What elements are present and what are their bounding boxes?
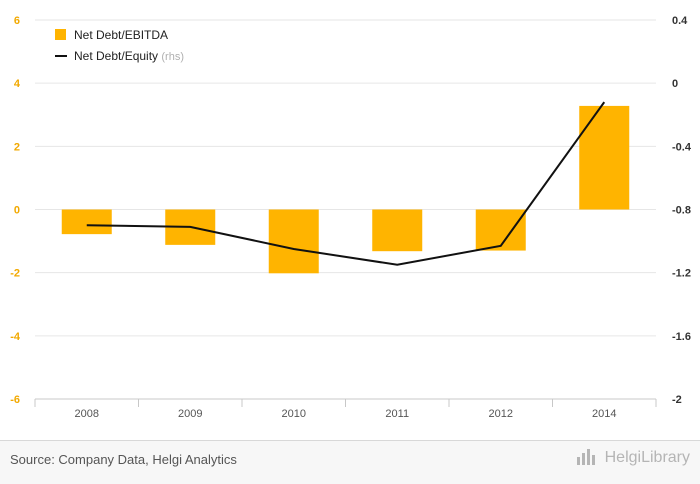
x-tick-label: 2012 [489,408,513,420]
chart: 6 4 2 0 -2 -4 -6 0.4 0 -0.4 -0.8 -1.2 -1.6 -2 2008 2009… [0,0,700,440]
bar-net-debt-ebitda[interactable] [579,106,629,210]
y-left-tick-label: 2 [14,141,20,153]
x-tick-label: 2009 [178,408,202,420]
footer: Source: Company Data, Helgi Analytics He… [0,440,700,484]
x-tick-label: 2011 [385,408,409,420]
x-tick-label: 2010 [282,408,306,420]
legend-label-net-debt-equity: Net Debt/Equity (rhs) [74,49,184,63]
helgi-library-icon [577,449,599,467]
chart-svg: 6 4 2 0 -2 -4 -6 0.4 0 -0.4 -0.8 -1.2 -1.6 -2 2008 2009… [0,0,700,440]
y-right-tick-label: -0.4 [672,141,692,153]
y-right-tick-label: -0.8 [672,205,691,217]
bar-net-debt-ebitda[interactable] [62,210,112,235]
bar-net-debt-ebitda[interactable] [372,210,422,252]
y-right-tick-label: -2 [672,394,682,406]
x-tick-label: 2014 [592,408,616,420]
brand-logo[interactable]: HelgiLibrary [577,449,690,467]
y-left-tick-label: -4 [10,331,21,343]
y-left-tick-label: -2 [10,268,20,280]
line-net-debt-equity[interactable] [87,102,605,265]
bar-net-debt-ebitda[interactable] [269,210,319,274]
legend-rhs-suffix: (rhs) [161,51,184,63]
y-left-tick-label: -6 [10,394,20,406]
brand-name: HelgiLibrary [605,449,690,467]
y-left-tick-label: 6 [14,15,20,27]
y-right-tick-label: 0 [672,78,678,90]
y-left-tick-label: 4 [14,78,21,90]
y-right-tick-label: -1.2 [672,268,691,280]
legend-swatch-bar [55,29,66,40]
y-right-tick-label: 0.4 [672,15,688,27]
legend-label-net-debt-ebitda: Net Debt/EBITDA [74,28,168,42]
y-right-tick-label: -1.6 [672,331,691,343]
x-tick-label: 2008 [75,408,99,420]
source-note: Source: Company Data, Helgi Analytics [10,452,237,467]
y-left-tick-label: 0 [14,205,20,217]
